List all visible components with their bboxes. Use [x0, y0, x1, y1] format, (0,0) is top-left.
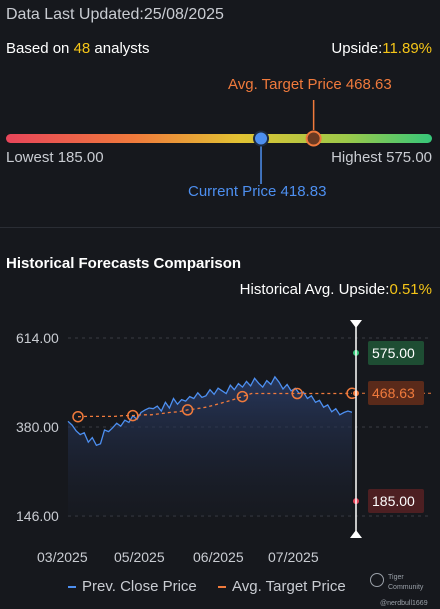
highest-tag [368, 341, 424, 365]
range-gradient-bar [6, 134, 432, 143]
lowest-label: Lowest 185.00 [6, 149, 104, 166]
based-prefix: Based on [6, 40, 74, 57]
data-updated-text: Data Last Updated:25/08/2025 [6, 6, 224, 24]
avg-target-tag [368, 381, 424, 405]
avg-target-point[interactable] [236, 390, 249, 403]
series-layer [67, 348, 432, 516]
price-area [68, 376, 352, 516]
legend-avg-target[interactable]: Avg. Target Price [218, 578, 346, 595]
section-divider [0, 227, 440, 228]
price-range-bar [6, 100, 432, 184]
watermark-user: @nerdbull1669 [380, 600, 428, 607]
highest-label: Highest 575.00 [331, 149, 432, 166]
avg-target-price-label: Avg. Target Price 468.63 [228, 76, 392, 93]
historical-upside-value: 0.51% [389, 281, 432, 298]
watermark-brand: Tiger Community [388, 574, 424, 591]
avg-target-point[interactable] [72, 410, 84, 423]
upside-text: Upside:11.89% [331, 40, 432, 57]
upside-label: Upside: [331, 40, 383, 57]
avg-target-point[interactable] [181, 404, 194, 416]
legend-prev-close-label: Prev. Close Price [82, 578, 197, 595]
current-price-marker[interactable] [253, 130, 270, 147]
x-tick-label: 07/2025 [268, 549, 319, 565]
analyst-count: 48 [73, 40, 91, 57]
prev-close-line [67, 375, 353, 447]
cursor-bottom-handle[interactable] [350, 530, 362, 538]
avg-target-marker[interactable] [305, 130, 322, 147]
y-tick-label: 146.00 [16, 508, 59, 524]
y-tick-label: 614.00 [16, 330, 59, 346]
lowest-tag [368, 489, 424, 513]
y-tick-label: 380.00 [16, 419, 59, 435]
highest-tag-label: 575.00 [372, 345, 415, 361]
historical-upside-label: Historical Avg. Upside: [239, 281, 390, 298]
cursor-top-handle[interactable] [350, 320, 362, 328]
tiger-logo-icon [370, 573, 384, 587]
based-suffix: analysts [90, 40, 150, 57]
avg-target-point[interactable] [291, 387, 303, 400]
legend-prev-close-swatch [68, 585, 76, 588]
updated-label: Data Last Updated: [6, 6, 144, 23]
x-tick-label: 05/2025 [114, 549, 165, 565]
avg-target-point[interactable] [127, 409, 139, 422]
legend-avg-target-swatch [218, 585, 226, 588]
analyst-count-text: Based on 48 analysts [6, 40, 149, 57]
updated-date: 25/08/2025 [143, 6, 224, 23]
historical-upside-text: Historical Avg. Upside:0.51% [240, 281, 432, 298]
legend-prev-close[interactable]: Prev. Close Price [68, 578, 197, 595]
x-tick-label: 06/2025 [193, 549, 244, 565]
legend-avg-target-label: Avg. Target Price [232, 578, 346, 595]
x-tick-label: 03/2025 [37, 549, 88, 565]
avg-target-line [77, 392, 353, 418]
current-price-label: Current Price 418.83 [188, 183, 327, 200]
historical-forecast-chart[interactable]: 614.00 380.00 146.00 03/2025 05/2025 06/… [0, 312, 440, 572]
avg-target-tag-label: 468.63 [372, 385, 415, 401]
watermark: Tiger Community @nerdbull1669 [368, 573, 440, 609]
historical-title: Historical Forecasts Comparison [6, 255, 242, 272]
lowest-tag-label: 185.00 [372, 493, 415, 509]
upside-value: 11.89% [382, 40, 432, 57]
